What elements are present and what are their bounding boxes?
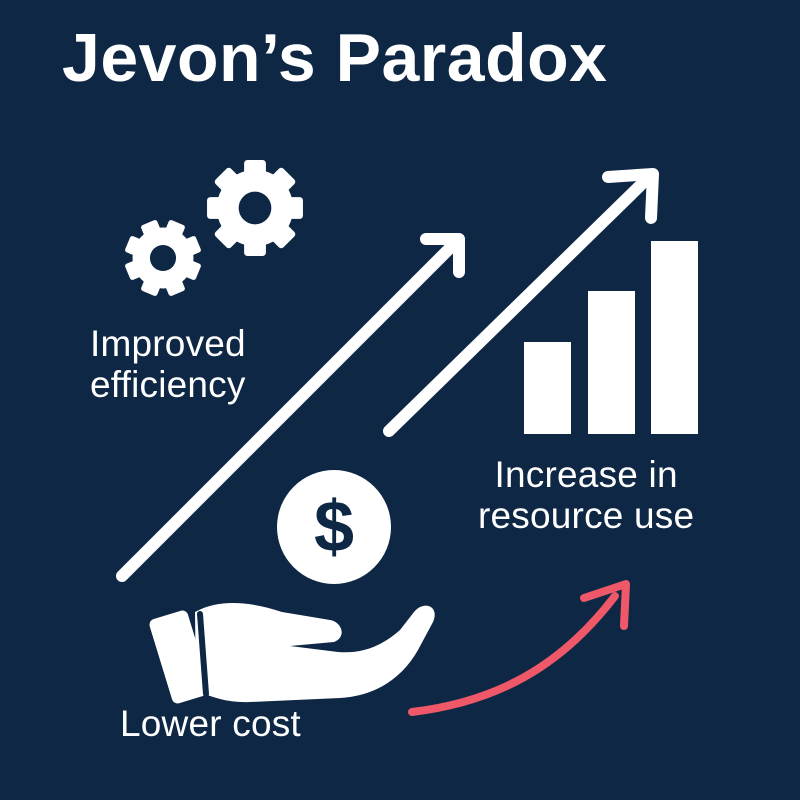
dollar-sign-icon: $ bbox=[313, 487, 355, 567]
bar-small bbox=[524, 342, 571, 434]
trend-arrow-left-icon bbox=[116, 233, 465, 582]
efficiency-line-2: efficiency bbox=[90, 364, 246, 405]
page-title: Jevon’s Paradox bbox=[62, 20, 608, 96]
large-gear-icon bbox=[207, 160, 303, 256]
resource-use-label: Increase in resource use bbox=[478, 454, 694, 536]
trend-arrow-right-icon bbox=[383, 168, 659, 437]
resource-line-2: resource use bbox=[478, 495, 695, 536]
efficiency-line-1: Improved bbox=[90, 323, 246, 364]
bar-medium bbox=[588, 291, 635, 434]
resource-line-1: Increase in bbox=[494, 454, 678, 495]
small-gear-icon bbox=[112, 207, 214, 309]
dollar-coin-icon bbox=[277, 470, 391, 584]
bar-large bbox=[651, 241, 698, 434]
open-hand-icon bbox=[149, 602, 435, 704]
lower-cost-label: Lower cost bbox=[120, 703, 301, 744]
bar-chart-icon bbox=[524, 241, 698, 434]
curved-arrow-icon bbox=[408, 580, 630, 716]
improved-efficiency-label: Improved efficiency bbox=[90, 323, 246, 405]
gears-icon bbox=[112, 160, 303, 309]
